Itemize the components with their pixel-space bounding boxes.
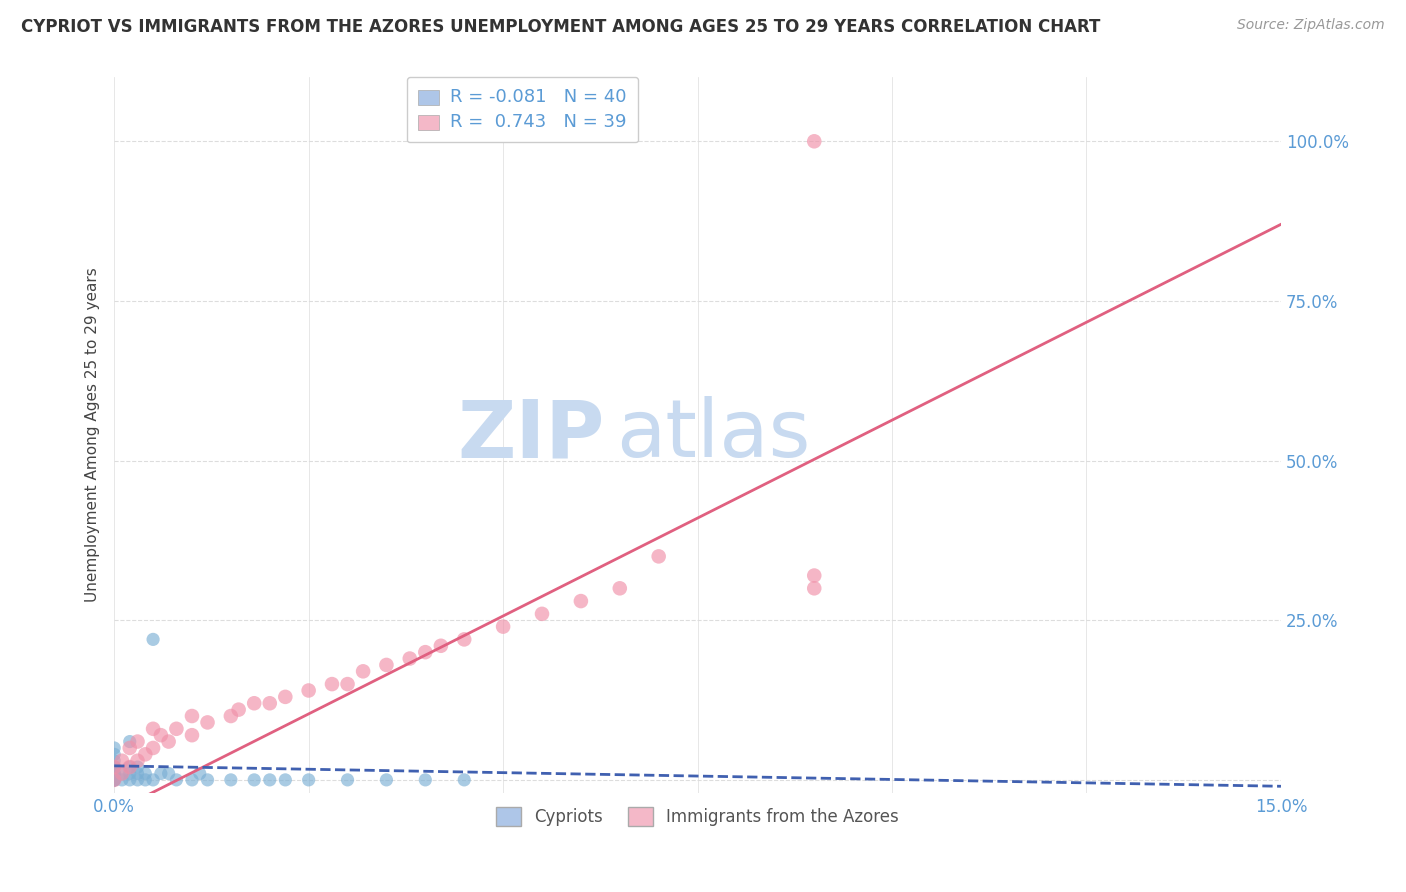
Point bbox=[103, 772, 125, 787]
Point bbox=[118, 766, 141, 780]
Point bbox=[453, 772, 475, 787]
Text: atlas: atlas bbox=[616, 396, 810, 474]
Point bbox=[103, 772, 125, 787]
Point bbox=[103, 766, 125, 780]
Text: CYPRIOT VS IMMIGRANTS FROM THE AZORES UNEMPLOYMENT AMONG AGES 25 TO 29 YEARS COR: CYPRIOT VS IMMIGRANTS FROM THE AZORES UN… bbox=[21, 18, 1101, 36]
Point bbox=[274, 690, 297, 704]
Point bbox=[609, 582, 631, 596]
Point bbox=[453, 632, 475, 647]
Point bbox=[103, 772, 125, 787]
Point bbox=[118, 734, 141, 748]
Point bbox=[134, 766, 156, 780]
Point bbox=[118, 741, 141, 756]
Point bbox=[111, 766, 134, 780]
Point bbox=[375, 772, 398, 787]
Point bbox=[134, 772, 156, 787]
Point bbox=[103, 741, 125, 756]
Point bbox=[352, 665, 374, 679]
Point bbox=[430, 639, 453, 653]
Point bbox=[803, 582, 825, 596]
Point bbox=[336, 677, 359, 691]
Point bbox=[103, 760, 125, 774]
Point bbox=[219, 772, 242, 787]
Point bbox=[336, 772, 359, 787]
Point bbox=[647, 549, 669, 564]
Point bbox=[298, 683, 321, 698]
Text: Source: ZipAtlas.com: Source: ZipAtlas.com bbox=[1237, 18, 1385, 32]
Point bbox=[398, 651, 420, 665]
Point bbox=[298, 772, 321, 787]
Point bbox=[142, 741, 165, 756]
Point bbox=[415, 772, 437, 787]
Point bbox=[157, 766, 180, 780]
Point bbox=[103, 772, 125, 787]
Point bbox=[103, 760, 125, 774]
Point bbox=[228, 703, 250, 717]
Point bbox=[219, 709, 242, 723]
Point bbox=[375, 657, 398, 672]
Point bbox=[111, 766, 134, 780]
Point bbox=[142, 722, 165, 736]
Point bbox=[118, 760, 141, 774]
Point bbox=[492, 619, 515, 633]
Point bbox=[127, 760, 149, 774]
Point bbox=[530, 607, 553, 621]
Point bbox=[243, 772, 266, 787]
Point bbox=[181, 772, 204, 787]
Point bbox=[415, 645, 437, 659]
Point bbox=[569, 594, 592, 608]
Point bbox=[103, 766, 125, 780]
Point bbox=[803, 568, 825, 582]
Point bbox=[127, 734, 149, 748]
Point bbox=[103, 754, 125, 768]
Point bbox=[118, 760, 141, 774]
Point bbox=[165, 722, 187, 736]
Point bbox=[803, 134, 825, 148]
Point bbox=[127, 772, 149, 787]
Point bbox=[103, 772, 125, 787]
Point bbox=[197, 772, 219, 787]
Point bbox=[103, 760, 125, 774]
Point bbox=[243, 696, 266, 710]
Point bbox=[274, 772, 297, 787]
Legend: Cypriots, Immigrants from the Azores: Cypriots, Immigrants from the Azores bbox=[488, 799, 907, 834]
Point bbox=[111, 754, 134, 768]
Point bbox=[165, 772, 187, 787]
Point bbox=[111, 772, 134, 787]
Point bbox=[127, 754, 149, 768]
Point bbox=[134, 747, 156, 762]
Point bbox=[127, 766, 149, 780]
Point bbox=[259, 696, 281, 710]
Point bbox=[259, 772, 281, 787]
Point bbox=[103, 747, 125, 762]
Point bbox=[181, 728, 204, 742]
Point bbox=[157, 734, 180, 748]
Point bbox=[103, 772, 125, 787]
Y-axis label: Unemployment Among Ages 25 to 29 years: Unemployment Among Ages 25 to 29 years bbox=[86, 268, 100, 602]
Point bbox=[142, 772, 165, 787]
Point bbox=[118, 772, 141, 787]
Point bbox=[149, 728, 172, 742]
Point bbox=[321, 677, 343, 691]
Point bbox=[142, 632, 165, 647]
Text: ZIP: ZIP bbox=[457, 396, 605, 474]
Point bbox=[188, 766, 211, 780]
Point bbox=[149, 766, 172, 780]
Point bbox=[181, 709, 204, 723]
Point bbox=[197, 715, 219, 730]
